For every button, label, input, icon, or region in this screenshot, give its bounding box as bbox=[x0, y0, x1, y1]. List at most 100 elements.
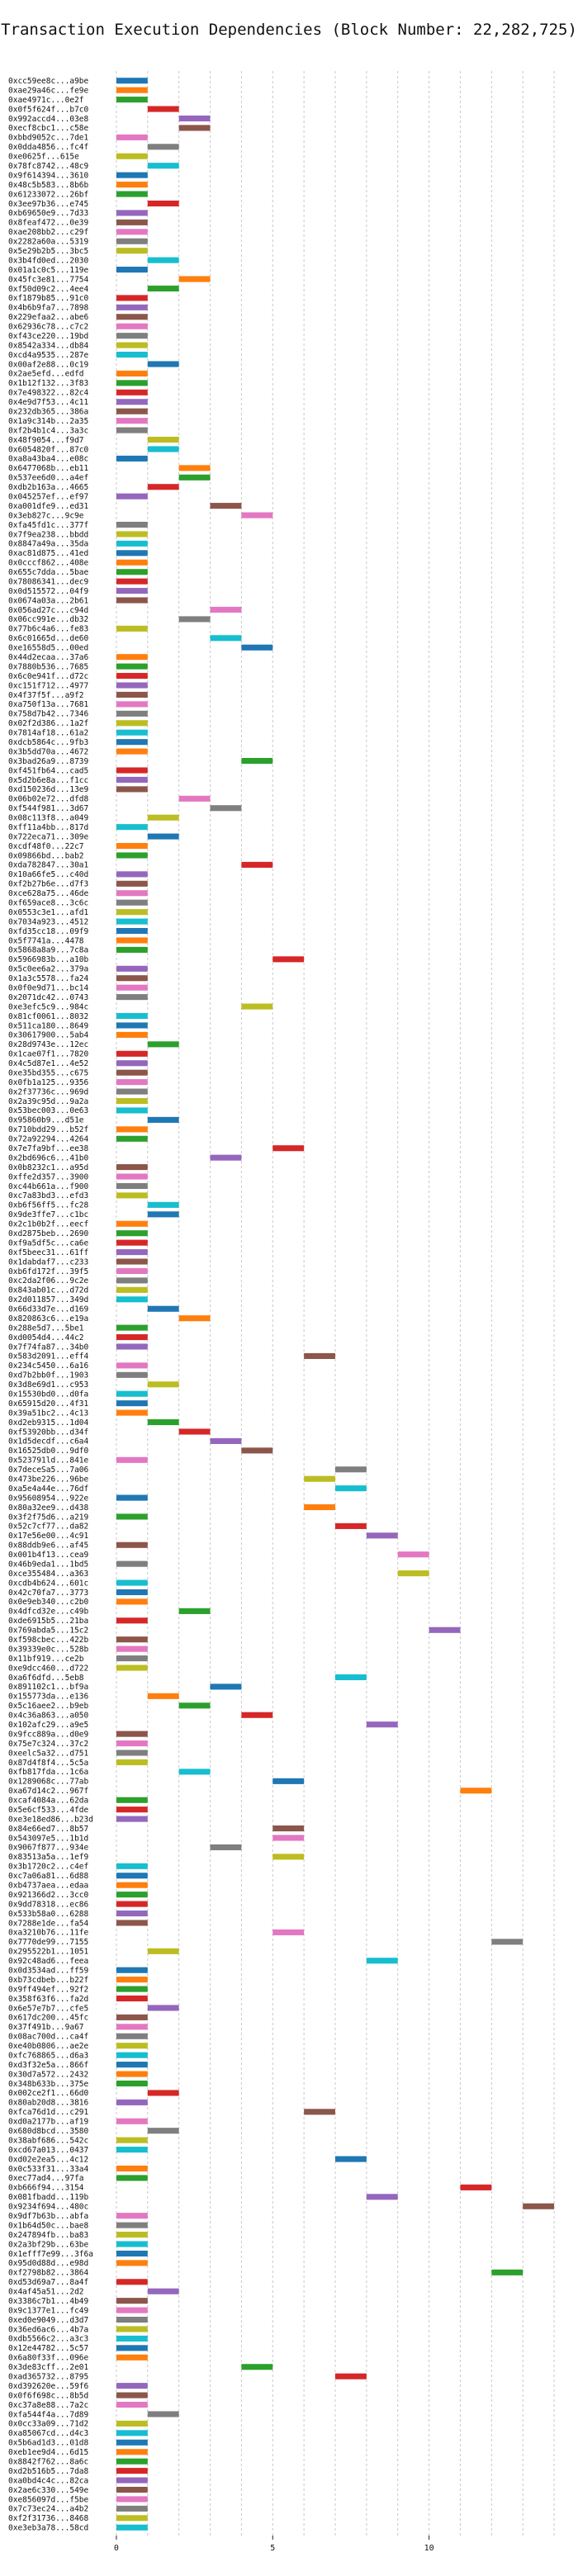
dependency-bar bbox=[116, 1088, 148, 1095]
dependency-bar bbox=[116, 1664, 148, 1671]
dependency-bar bbox=[210, 606, 242, 613]
dependency-bar bbox=[116, 2383, 148, 2389]
y-tick-label: 0x891102c1...bf9a bbox=[8, 1683, 88, 1692]
y-tick-label: 0x0f0e9d71...bc14 bbox=[8, 983, 89, 992]
dependency-bar bbox=[116, 1173, 148, 1180]
y-tick-label: 0xcd67a013...0437 bbox=[8, 2146, 88, 2155]
y-tick-label: 0x7034a923...4512 bbox=[8, 917, 88, 926]
dependency-bar bbox=[116, 1731, 148, 1737]
y-tick-label: 0x5868a8a9...7c8a bbox=[8, 946, 88, 955]
dependency-bar bbox=[147, 257, 179, 263]
dependency-bar bbox=[210, 1437, 242, 1444]
dependency-bar bbox=[335, 1485, 367, 1492]
dependency-bar bbox=[116, 370, 148, 376]
dependency-bar bbox=[116, 691, 148, 698]
y-tick-label: 0x348b633b...375e bbox=[8, 2080, 89, 2089]
dependency-bar bbox=[491, 2269, 524, 2275]
dependency-bar bbox=[116, 1164, 148, 1171]
dependency-bar bbox=[116, 984, 148, 991]
y-tick-label: 0xd0054d4...44c2 bbox=[8, 1333, 84, 1342]
y-tick-label: 0xb6f56ff5...fc28 bbox=[8, 1201, 89, 1210]
dependency-bar bbox=[116, 2118, 148, 2124]
dependency-bar bbox=[178, 1769, 211, 1775]
dependency-bar bbox=[116, 625, 148, 632]
dependency-bar bbox=[116, 946, 148, 953]
y-tick-label: 0x7c73ec24...a4b2 bbox=[8, 2505, 88, 2514]
dependency-bar bbox=[335, 2373, 367, 2379]
y-tick-label: 0x1efff7e99...3f6a bbox=[8, 2250, 93, 2259]
dependency-bar bbox=[116, 267, 148, 273]
dependency-bar bbox=[116, 314, 148, 320]
y-tick-label: 0xf9a5df5c...ca6e bbox=[8, 1238, 89, 1248]
y-tick-label: 0x4dfcd32e...c49b bbox=[8, 1608, 89, 1617]
dependency-bar bbox=[116, 1901, 148, 1907]
dependency-bar bbox=[116, 2524, 148, 2531]
y-tick-label: 0x045257ef...ef97 bbox=[8, 492, 88, 501]
dependency-bar bbox=[116, 1920, 148, 1926]
dependency-bar bbox=[116, 1400, 148, 1407]
dependency-bar bbox=[147, 1305, 179, 1312]
y-tick-label: 0xe40b0806...ae2e bbox=[8, 2042, 89, 2051]
y-tick-label: 0x6c01665d...de60 bbox=[8, 634, 89, 643]
y-tick-label: 0xd02e2ea5...4c12 bbox=[8, 2155, 88, 2164]
y-tick-label: 0x3b5dd70a...4672 bbox=[8, 747, 88, 756]
dependency-bar bbox=[116, 2099, 148, 2105]
dependency-bar bbox=[116, 352, 148, 358]
y-tick-label: 0x2a3bf29b...63be bbox=[8, 2240, 89, 2249]
dependency-bar bbox=[116, 1740, 148, 1747]
dependency-bar bbox=[241, 1447, 273, 1454]
y-tick-label: 0x680d8bcd...3580 bbox=[8, 2127, 89, 2136]
dependency-bar bbox=[116, 2326, 148, 2332]
y-tick-label: 0xa6f6dfd...5eb8 bbox=[8, 1674, 84, 1683]
dependency-bar bbox=[116, 2449, 148, 2455]
dependency-bar bbox=[210, 635, 242, 642]
dependency-bar bbox=[116, 2052, 148, 2058]
dependency-bar bbox=[210, 1683, 242, 1690]
dependency-bar bbox=[116, 663, 148, 670]
dependency-bar bbox=[397, 1570, 429, 1577]
y-tick-label: 0x617dc200...45fc bbox=[8, 2014, 88, 2023]
y-tick-label: 0x655c7dda...5bae bbox=[8, 568, 89, 577]
dependency-bar bbox=[116, 1060, 148, 1067]
y-tick-label: 0xe3efc5c9...984c bbox=[8, 1002, 88, 1011]
y-tick-label: 0x820863c6...e19a bbox=[8, 1314, 88, 1324]
dependency-bar bbox=[116, 78, 148, 84]
y-tick-label: 0x83513a5a...1ef9 bbox=[8, 1853, 89, 1862]
dependency-bar bbox=[335, 2156, 367, 2162]
y-tick-label: 0x81cf0061...8032 bbox=[8, 1012, 88, 1021]
dependency-bar bbox=[147, 200, 179, 207]
y-tick-label: 0x1a9c314b...2a35 bbox=[8, 417, 88, 426]
y-tick-label: 0x1289068c...77ab bbox=[8, 1778, 89, 1787]
dependency-bar bbox=[397, 1551, 429, 1558]
dependency-bar bbox=[272, 1835, 305, 1841]
dependency-bar bbox=[241, 1712, 273, 1718]
dependency-bar bbox=[304, 1503, 335, 1511]
dependency-bar bbox=[116, 531, 148, 537]
y-tick-label: 0x77b6c4a6...fe83 bbox=[8, 625, 88, 634]
y-tick-label: 0x0c533f31...33a4 bbox=[8, 2165, 89, 2174]
dependency-bar bbox=[116, 153, 148, 159]
dependency-bar bbox=[116, 1541, 148, 1548]
dependency-bar bbox=[116, 455, 148, 462]
y-tick-label: 0x3eb827c...9c9e bbox=[8, 511, 84, 520]
y-tick-label: 0x4f37f5f...a9f2 bbox=[8, 691, 84, 700]
y-tick-label: 0x08ac700d...ca4f bbox=[8, 2033, 88, 2042]
y-tick-label: 0xda782847...30a1 bbox=[8, 861, 89, 870]
y-tick-label: 0xf1879b85...91c0 bbox=[8, 294, 89, 303]
y-tick-label: 0x0674a03a...2b61 bbox=[8, 596, 89, 605]
y-tick-label: 0xd53d69a7...8a4f bbox=[8, 2278, 88, 2287]
y-tick-label: 0x247894fb...ba83 bbox=[8, 2231, 88, 2240]
y-tick-label: 0x758d7b42...7346 bbox=[8, 710, 89, 719]
dependency-bar bbox=[272, 1929, 305, 1935]
y-tick-label: 0xfa45fd1c...377f bbox=[8, 521, 88, 530]
dependency-bar bbox=[147, 106, 179, 112]
y-tick-label: 0x4af45a51...2d2 bbox=[8, 2288, 84, 2297]
dependency-bar bbox=[116, 880, 148, 887]
dependency-bar bbox=[116, 2213, 148, 2219]
y-tick-label: 0x5d2b6e8a...f1cc bbox=[8, 776, 88, 785]
dependency-bar bbox=[147, 1381, 179, 1388]
dependency-bar bbox=[147, 361, 179, 367]
dependency-bar bbox=[116, 2222, 148, 2228]
dependency-bar bbox=[116, 786, 148, 793]
y-tick-label: 0x6a80f33f...096e bbox=[8, 2354, 89, 2363]
